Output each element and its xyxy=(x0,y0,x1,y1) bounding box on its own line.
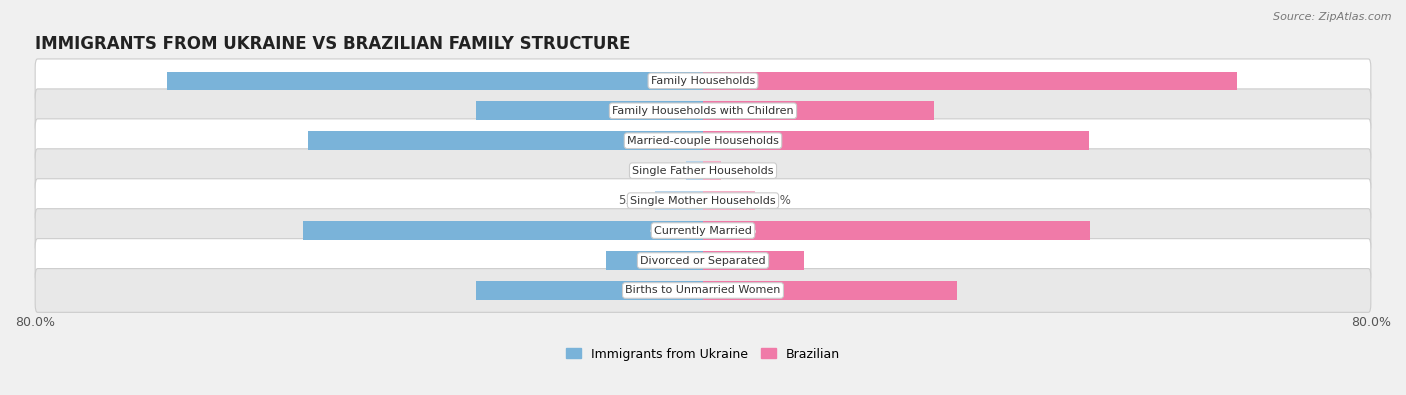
Text: 12.1%: 12.1% xyxy=(716,254,756,267)
FancyBboxPatch shape xyxy=(35,59,1371,103)
Text: Divorced or Separated: Divorced or Separated xyxy=(640,256,766,265)
Text: IMMIGRANTS FROM UKRAINE VS BRAZILIAN FAMILY STRUCTURE: IMMIGRANTS FROM UKRAINE VS BRAZILIAN FAM… xyxy=(35,35,630,53)
Bar xyxy=(308,132,703,150)
Bar xyxy=(703,162,721,180)
Bar xyxy=(686,162,703,180)
Text: 27.2%: 27.2% xyxy=(650,104,690,117)
Bar xyxy=(703,281,957,300)
Text: Single Mother Households: Single Mother Households xyxy=(630,196,776,206)
Legend: Immigrants from Ukraine, Brazilian: Immigrants from Ukraine, Brazilian xyxy=(567,348,839,361)
Bar xyxy=(606,251,703,270)
FancyBboxPatch shape xyxy=(35,269,1371,312)
Text: Married-couple Households: Married-couple Households xyxy=(627,136,779,146)
Text: 2.2%: 2.2% xyxy=(728,164,758,177)
FancyBboxPatch shape xyxy=(35,239,1371,282)
FancyBboxPatch shape xyxy=(35,119,1371,163)
Text: Births to Unmarried Women: Births to Unmarried Women xyxy=(626,286,780,295)
Bar xyxy=(703,251,804,270)
Text: 47.9%: 47.9% xyxy=(650,224,690,237)
Bar xyxy=(703,132,1088,150)
Bar xyxy=(655,191,703,210)
Text: 63.9%: 63.9% xyxy=(716,74,756,87)
Text: Source: ZipAtlas.com: Source: ZipAtlas.com xyxy=(1274,12,1392,22)
FancyBboxPatch shape xyxy=(35,209,1371,252)
Bar xyxy=(703,191,755,210)
Text: 64.2%: 64.2% xyxy=(650,74,690,87)
Text: 2.0%: 2.0% xyxy=(650,164,679,177)
Bar xyxy=(703,71,1236,90)
FancyBboxPatch shape xyxy=(35,89,1371,133)
FancyBboxPatch shape xyxy=(35,149,1371,192)
Text: 46.2%: 46.2% xyxy=(716,134,756,147)
Bar xyxy=(475,281,703,300)
Text: 30.4%: 30.4% xyxy=(716,284,756,297)
Text: 6.2%: 6.2% xyxy=(762,194,792,207)
Text: 46.4%: 46.4% xyxy=(716,224,756,237)
Text: 5.8%: 5.8% xyxy=(619,194,648,207)
Text: 47.3%: 47.3% xyxy=(650,134,690,147)
FancyBboxPatch shape xyxy=(35,179,1371,222)
Text: 27.2%: 27.2% xyxy=(650,284,690,297)
Text: 27.7%: 27.7% xyxy=(716,104,756,117)
Text: Single Father Households: Single Father Households xyxy=(633,166,773,176)
Text: 11.6%: 11.6% xyxy=(650,254,690,267)
Bar xyxy=(703,221,1091,240)
Bar xyxy=(167,71,703,90)
Text: Family Households: Family Households xyxy=(651,76,755,86)
Bar xyxy=(703,102,935,120)
Text: Family Households with Children: Family Households with Children xyxy=(612,106,794,116)
Bar xyxy=(304,221,703,240)
Bar xyxy=(475,102,703,120)
Text: Currently Married: Currently Married xyxy=(654,226,752,235)
